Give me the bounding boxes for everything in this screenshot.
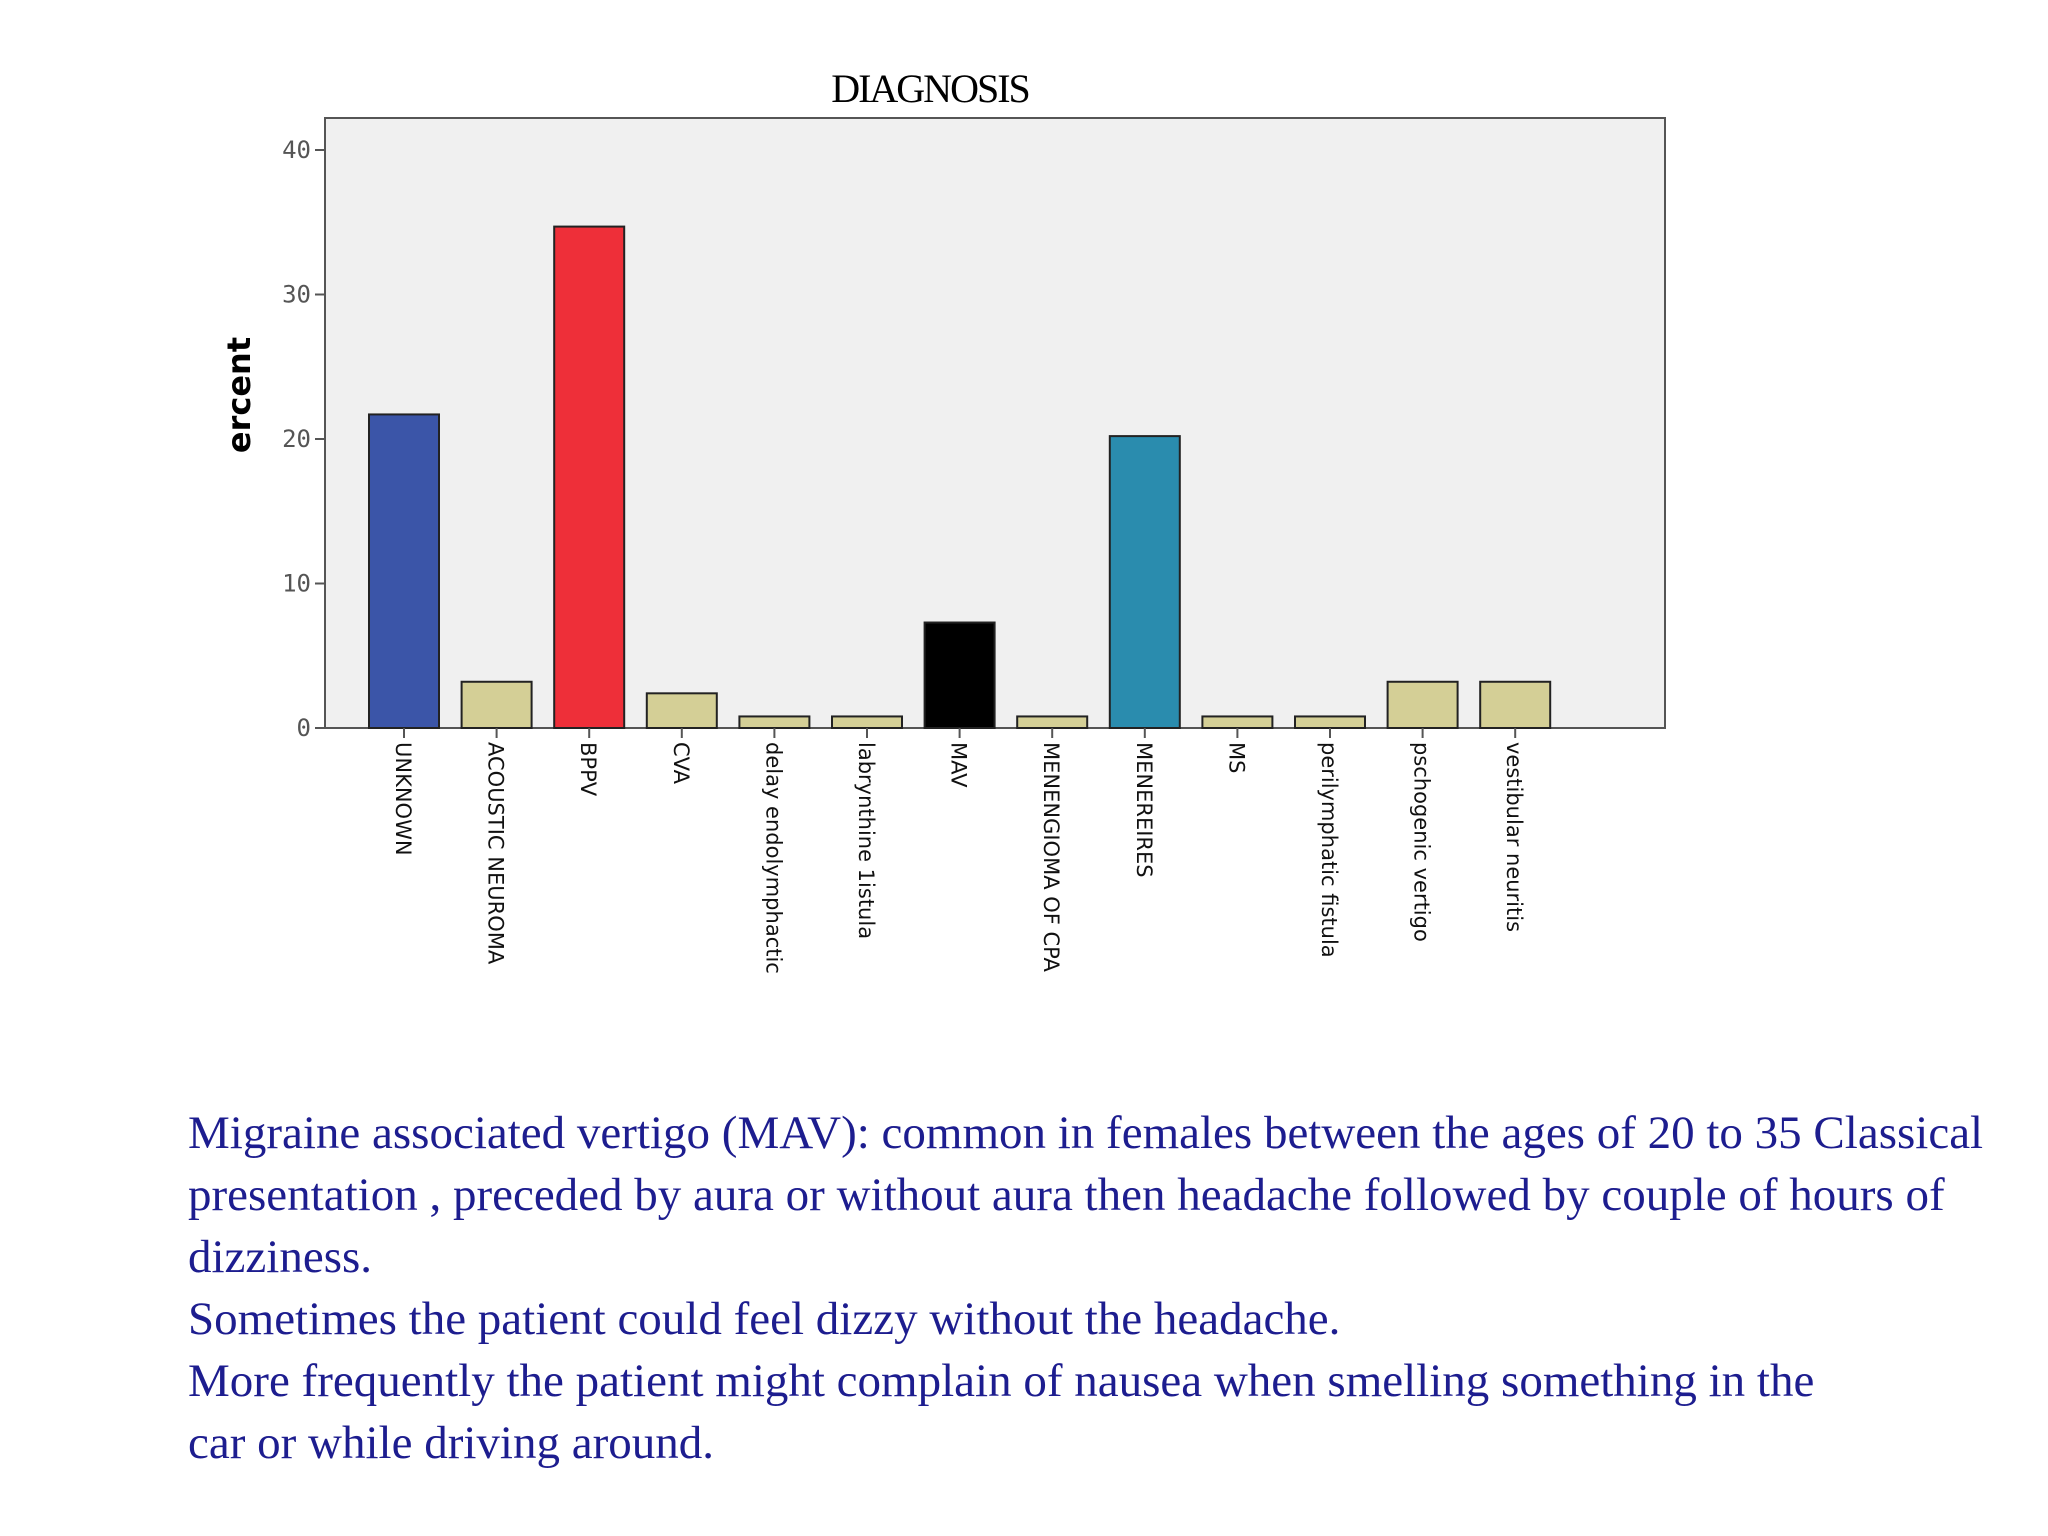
- x-tick-label: delay endolymphactic: [761, 742, 785, 974]
- bar-1: [460, 680, 533, 730]
- x-tick-label: MENEREIRES: [1132, 742, 1156, 878]
- bar-6: [923, 621, 996, 730]
- y-tick-label: 0: [297, 714, 311, 742]
- y-axis-ticks: 0 10 20 30 40: [282, 136, 325, 742]
- chart-title: DIAGNOSIS: [831, 66, 1029, 111]
- y-tick-label: 20: [282, 425, 311, 453]
- y-tick-label: 30: [282, 281, 311, 309]
- x-tick-label: pschogenic vertigo: [1410, 742, 1434, 942]
- caption-line-1: Migraine associated vertigo (MAV): commo…: [188, 1107, 1984, 1283]
- bars-group: [368, 225, 1552, 730]
- chart-svg: DIAGNOSIS ercent 0 10 20 30 40 UNKNOWN ACOUST…: [220, 66, 1666, 974]
- bar-4: [738, 715, 811, 730]
- bar-0: [368, 413, 440, 729]
- bar-10: [1294, 715, 1366, 730]
- x-tick-label: vestibular neuritis: [1502, 742, 1526, 932]
- x-tick-label: perilymphatic fistula: [1317, 742, 1341, 958]
- bar-5: [831, 715, 903, 730]
- x-tick-label: BPPV: [576, 742, 600, 797]
- bar-8: [1108, 435, 1181, 729]
- x-tick-label: ACOUSTIC NEUROMA: [484, 742, 508, 965]
- caption-line-4: car or while driving around.: [188, 1417, 714, 1469]
- x-tick-label: MAV: [947, 742, 971, 788]
- y-tick-label: 10: [282, 570, 311, 598]
- x-tick-label: MS: [1224, 742, 1248, 773]
- y-axis-label: ercent: [220, 337, 258, 453]
- bar-12: [1479, 680, 1552, 730]
- x-tick-label: CVA: [669, 742, 693, 785]
- caption-text: Migraine associated vertigo (MAV): commo…: [188, 1102, 1988, 1474]
- caption-line-2: Sometimes the patient could feel dizzy w…: [188, 1293, 1341, 1345]
- x-tick-label: MENENGIOMA OF CPA: [1039, 742, 1063, 972]
- bar-7: [1016, 715, 1089, 730]
- x-axis-ticks: UNKNOWN ACOUSTIC NEUROMA BPPV CVA delay endo…: [391, 728, 1526, 974]
- bar-11: [1386, 680, 1459, 730]
- bar-3: [645, 692, 718, 730]
- caption-line-3: More frequently the patient might compla…: [188, 1355, 1815, 1407]
- y-tick-label: 40: [282, 136, 311, 164]
- bar-2: [553, 225, 626, 730]
- x-tick-label: UNKNOWN: [391, 742, 415, 856]
- x-tick-label: labrynthine 1istula: [854, 742, 878, 939]
- bar-9: [1201, 715, 1274, 730]
- diagnosis-chart: DIAGNOSIS ercent 0 10 20 30 40 UNKNOWN ACOUST…: [220, 66, 1666, 974]
